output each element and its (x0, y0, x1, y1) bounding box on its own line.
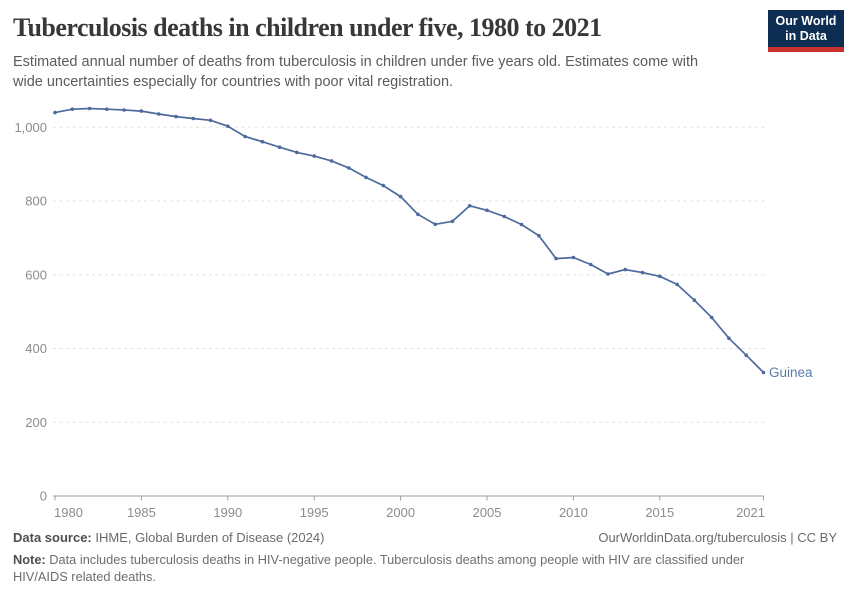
y-tick-label: 200 (25, 415, 47, 430)
data-point[interactable] (208, 118, 213, 123)
x-tick-label: 1995 (300, 505, 329, 520)
data-point[interactable] (226, 124, 230, 128)
data-point[interactable] (122, 108, 126, 112)
data-point[interactable] (398, 194, 403, 199)
series-line[interactable] (54, 107, 765, 374)
data-point[interactable] (260, 139, 265, 144)
x-tick-label: 1990 (213, 505, 242, 520)
data-point[interactable] (70, 107, 75, 111)
data-point[interactable] (588, 262, 593, 267)
data-point[interactable] (727, 336, 731, 341)
data-point[interactable] (554, 256, 558, 261)
data-point[interactable] (347, 166, 351, 170)
data-point[interactable] (606, 272, 610, 276)
x-tick-label: 2005 (473, 505, 502, 520)
owid-logo: Our World in Data (768, 10, 844, 52)
data-point[interactable] (640, 270, 645, 275)
owid-logo-text: Our World in Data (768, 10, 844, 47)
data-point[interactable] (191, 116, 195, 121)
data-point[interactable] (243, 134, 247, 139)
y-tick-label: 600 (25, 267, 47, 282)
logo-red-strip (768, 47, 844, 52)
data-point[interactable] (761, 370, 766, 375)
x-tick-label: 2021 (736, 505, 765, 520)
data-point[interactable] (381, 183, 386, 188)
x-tick-label: 1985 (127, 505, 156, 520)
data-point[interactable] (658, 274, 662, 279)
data-point[interactable] (329, 159, 334, 163)
data-point[interactable] (312, 154, 317, 158)
y-tick-label: 1,000 (14, 120, 47, 135)
data-point[interactable] (87, 106, 92, 111)
data-point[interactable] (537, 233, 541, 238)
y-tick-label: 0 (40, 489, 47, 504)
data-point[interactable] (450, 219, 455, 224)
data-source: Data source: IHME, Global Burden of Dise… (13, 530, 324, 545)
x-tick-label: 2015 (645, 505, 674, 520)
x-tick-label: 2010 (559, 505, 588, 520)
data-point[interactable] (709, 315, 714, 320)
source-row: Data source: IHME, Global Burden of Dise… (13, 530, 837, 545)
note-text: Data includes tuberculosis deaths in HIV… (13, 552, 745, 585)
series-end-label[interactable]: Guinea (769, 365, 813, 380)
data-point[interactable] (156, 112, 161, 116)
chart-subtitle: Estimated annual number of deaths from t… (13, 54, 699, 90)
x-tick-label: 1980 (54, 505, 83, 520)
data-point[interactable] (502, 214, 507, 219)
data-point[interactable] (744, 353, 748, 358)
y-tick-label: 800 (25, 194, 47, 209)
data-point[interactable] (277, 145, 282, 149)
data-point[interactable] (53, 110, 57, 115)
data-point[interactable] (433, 222, 438, 227)
data-point[interactable] (519, 222, 524, 227)
data-point[interactable] (416, 212, 420, 217)
data-point[interactable] (364, 175, 368, 180)
chart-note: Note: Data includes tuberculosis deaths … (13, 551, 775, 586)
x-tick-label: 2000 (386, 505, 415, 520)
data-point[interactable] (105, 107, 109, 111)
attribution-link[interactable]: OurWorldinData.org/tuberculosis | CC BY (598, 530, 837, 545)
line-chart[interactable]: 0 200 400 600 800 1,000 1980 1985 1990 1995 2000 20… (0, 0, 850, 530)
data-point[interactable] (295, 150, 299, 155)
data-point[interactable] (675, 282, 679, 287)
data-point[interactable] (692, 298, 697, 303)
chart-footer: Data source: IHME, Global Burden of Dise… (13, 530, 837, 586)
logo-line1: Our World (775, 13, 837, 28)
note-label: Note: (13, 552, 46, 567)
y-tick-label: 400 (25, 341, 47, 356)
data-point[interactable] (571, 255, 576, 260)
data-point[interactable] (139, 109, 144, 113)
data-source-label: Data source: (13, 530, 92, 545)
data-point[interactable] (467, 204, 472, 208)
data-point[interactable] (485, 208, 489, 213)
data-source-text: IHME, Global Burden of Disease (2024) (95, 530, 325, 545)
data-point[interactable] (174, 114, 178, 119)
logo-line2: in Data (785, 28, 827, 43)
data-point[interactable] (623, 267, 628, 272)
page-title: Tuberculosis deaths in children under fi… (13, 13, 602, 42)
